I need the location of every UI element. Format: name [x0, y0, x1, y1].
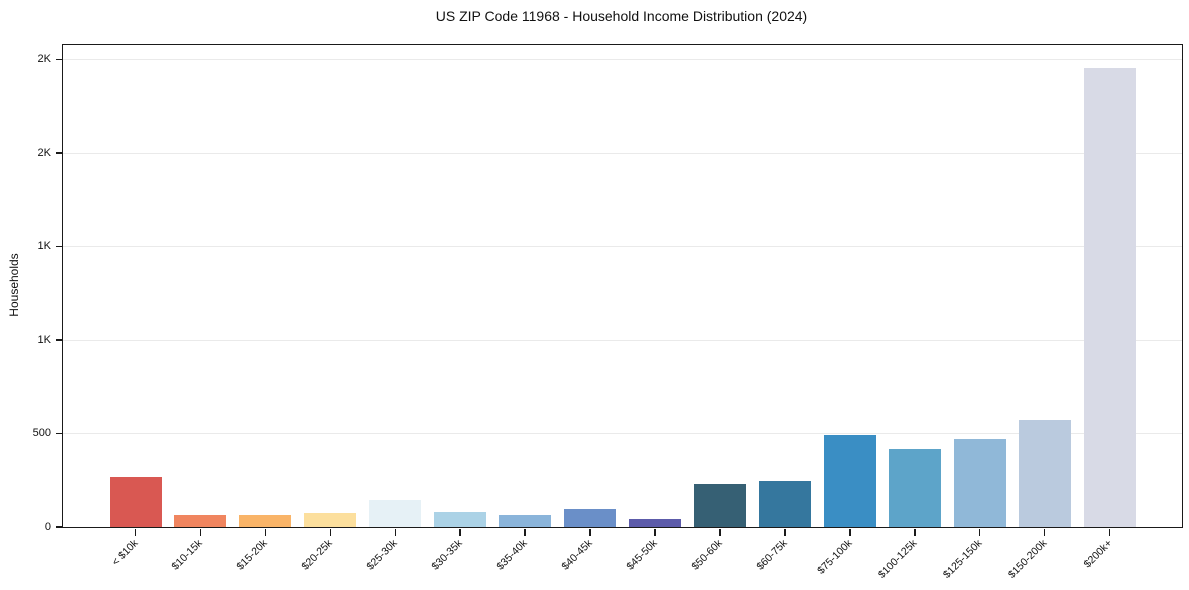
gridline-1500: [63, 246, 1182, 248]
y-tick-mark: [56, 58, 63, 60]
y-tick-label: 1K: [37, 240, 51, 253]
bar-150-200k: [1018, 420, 1071, 527]
x-tick-label: $40-45k: [559, 537, 595, 573]
x-tick-label: $75-100k: [815, 537, 855, 577]
bar-60-75k: [758, 481, 811, 527]
gridline-1000: [63, 339, 1182, 341]
x-tick-mark: [784, 528, 786, 536]
bar-125-150k: [953, 439, 1006, 527]
x-tick-label: $45-50k: [624, 537, 660, 573]
y-tick-label: 2K: [37, 146, 51, 159]
y-tick-mark: [56, 339, 63, 341]
bar-45-50k: [629, 519, 681, 527]
x-tick-label: $200k+: [1081, 537, 1115, 571]
bar-10k: [109, 477, 162, 527]
x-tick-label: $125-150k: [940, 537, 985, 581]
y-tick-label: 500: [32, 427, 51, 440]
x-tick-mark: [589, 528, 591, 536]
x-tick-mark: [394, 528, 396, 536]
bar-35-40k: [499, 515, 552, 527]
bar-50-60k: [693, 484, 746, 527]
chart-title: US ZIP Code 11968 - Household Income Dis…: [435, 8, 808, 24]
x-tick-mark: [1108, 528, 1111, 536]
x-tick-mark: [459, 528, 461, 536]
x-tick-label: $15-20k: [234, 537, 271, 573]
x-tick-mark: [654, 528, 656, 536]
x-tick-mark: [719, 528, 721, 536]
x-tick-mark: [199, 528, 202, 536]
y-tick-mark: [56, 245, 63, 248]
y-tick-mark: [56, 152, 63, 154]
y-tick-label: 1K: [37, 333, 51, 346]
gridline-2000: [63, 152, 1182, 154]
y-tick-mark: [56, 432, 63, 435]
x-tick-label: $30-35k: [429, 537, 465, 573]
x-tick-mark: [914, 528, 916, 536]
x-tick-mark: [264, 528, 267, 536]
plot-area: 0 500 1K 1K 2K 2K < $10k $10-15k $15-20k $20-25k $…: [33, 44, 1183, 581]
y-tick-label: 2K: [37, 53, 51, 66]
x-tick-label: $35-40k: [494, 537, 530, 573]
bar-10-15k: [174, 515, 227, 527]
bar-100-125k: [888, 449, 941, 527]
gridline-2500: [63, 59, 1182, 61]
bar-200k: [1083, 68, 1136, 527]
x-tick-mark: [524, 528, 526, 536]
x-tick-label: $10-15k: [169, 537, 206, 573]
bar-40-45k: [564, 509, 617, 527]
bar-20-25k: [304, 513, 357, 527]
x-tick-mark: [1043, 528, 1046, 536]
x-tick-label: $20-25k: [299, 537, 336, 573]
bar-25-30k: [369, 500, 422, 527]
bar-15-20k: [239, 515, 292, 527]
x-tick-mark: [978, 528, 981, 536]
bar-30-35k: [434, 512, 487, 527]
x-tick-label: $100-125k: [875, 537, 920, 581]
x-tick-label: < $10k: [109, 537, 141, 569]
y-tick-mark: [56, 526, 63, 528]
x-tick-mark: [134, 528, 137, 536]
x-tick-label: $150-200k: [1005, 537, 1050, 581]
x-tick-label: $50-60k: [689, 537, 725, 573]
gridline-500: [63, 433, 1182, 435]
y-axis-label: Households: [7, 253, 21, 317]
x-tick-mark: [849, 528, 851, 536]
bar-75-100k: [823, 434, 876, 527]
x-tick-label: $25-30k: [364, 537, 400, 573]
x-tick-mark: [329, 528, 331, 536]
x-tick-label: $60-75k: [754, 537, 790, 573]
y-tick-label: 0: [44, 521, 51, 533]
